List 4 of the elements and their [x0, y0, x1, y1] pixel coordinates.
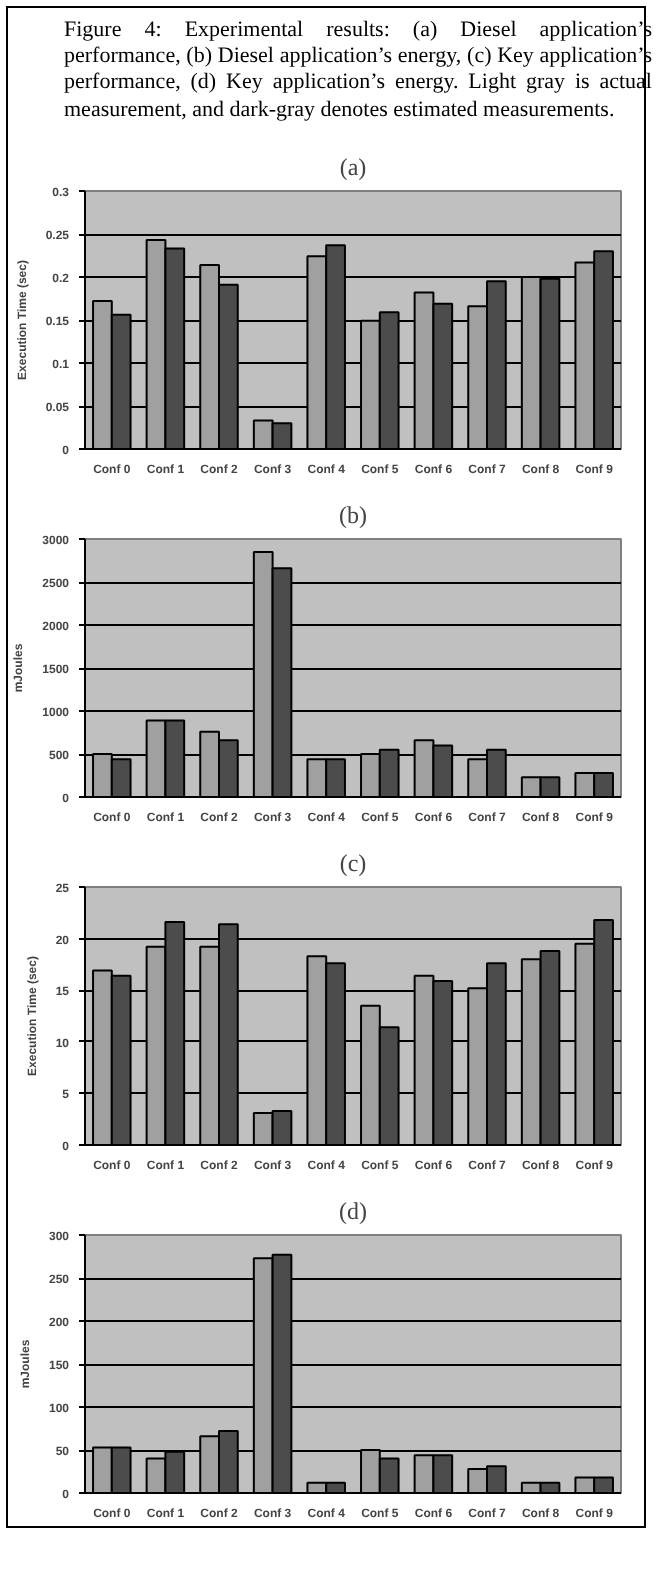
chart-title: (d)	[339, 1196, 368, 1225]
chart-title: (b)	[339, 500, 368, 529]
chart-title: (c)	[339, 848, 367, 877]
chart-title: (a)	[339, 152, 367, 181]
